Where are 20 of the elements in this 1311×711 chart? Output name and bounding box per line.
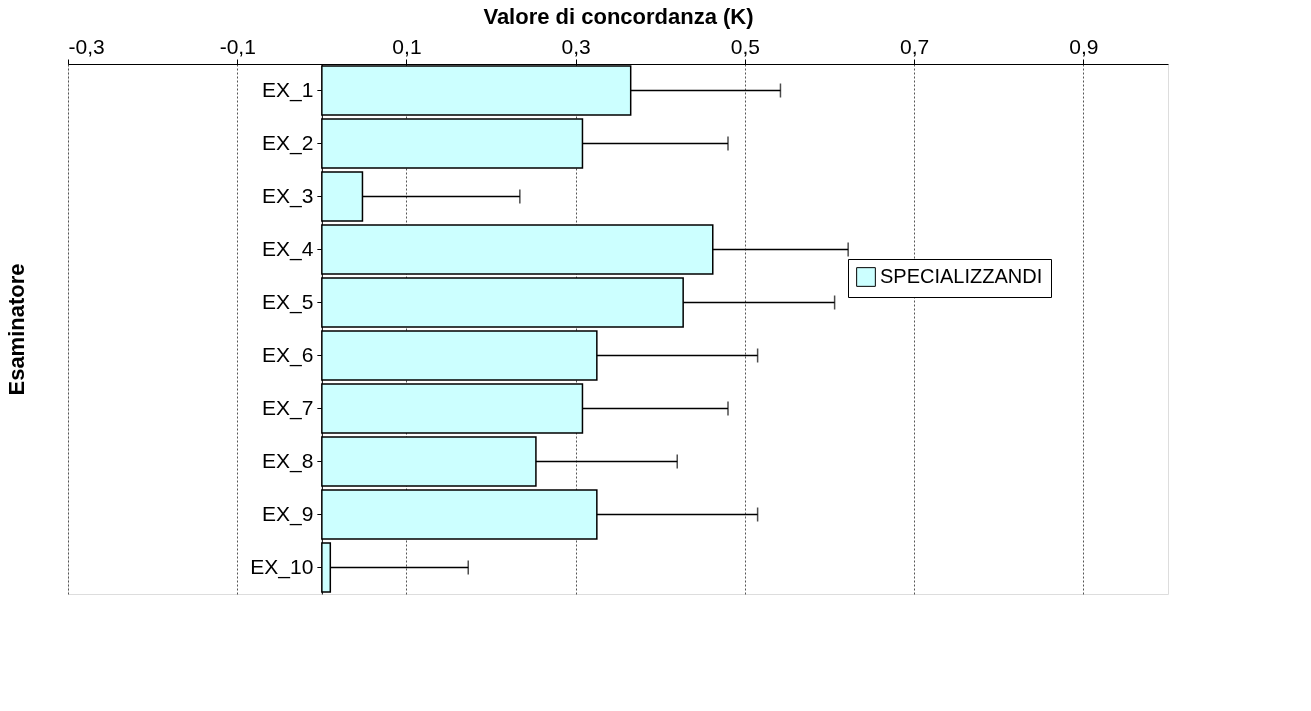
y-tick-label: EX_4 — [261, 236, 314, 261]
y-tick-label: EX_6 — [261, 342, 314, 367]
x-axis-title: Valore di concordanza (K) — [483, 3, 754, 29]
x-tick-label: -0,3 — [68, 34, 105, 58]
y-tick-label: EX_1 — [261, 77, 314, 102]
x-tick-label: 0,7 — [900, 34, 930, 58]
y-axis-title: Esaminatore — [3, 263, 29, 396]
x-tick-label: 0,1 — [392, 34, 422, 58]
y-tick-label: EX_10 — [250, 554, 314, 579]
y-tick-label: EX_5 — [261, 289, 314, 314]
x-tick-label: 0,5 — [730, 34, 761, 58]
y-tick-label: EX_3 — [261, 183, 314, 208]
x-tick-label: 0,9 — [1069, 34, 1099, 58]
legend-label: SPECIALIZZANDI — [880, 265, 1043, 287]
y-tick-label: EX_8 — [261, 448, 314, 473]
x-tick-label: 0,3 — [561, 34, 591, 58]
y-tick-label: EX_7 — [261, 395, 314, 420]
y-tick-label: EX_9 — [261, 501, 314, 526]
y-tick-label: EX_2 — [261, 130, 314, 155]
x-tick-label: -0,1 — [219, 34, 256, 58]
